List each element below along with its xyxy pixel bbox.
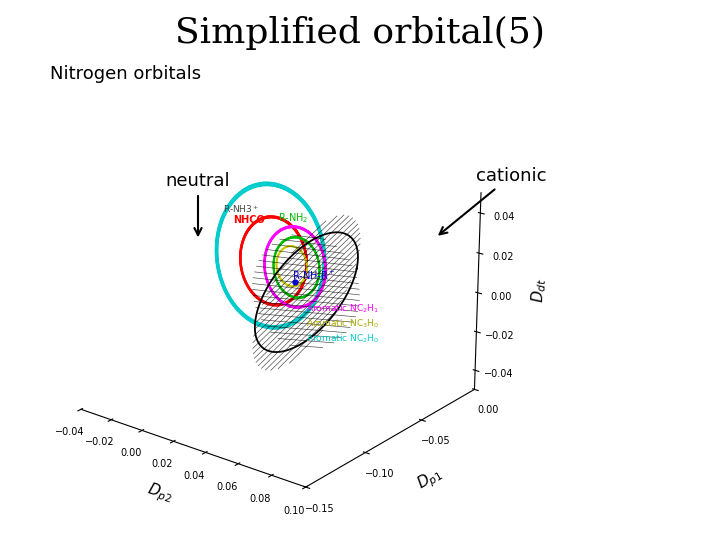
Text: Simplified orbital(5): Simplified orbital(5)	[175, 16, 545, 50]
Text: neutral: neutral	[166, 172, 230, 235]
X-axis label: $D_{p2}$: $D_{p2}$	[145, 480, 176, 508]
Y-axis label: $D_{p1}$: $D_{p1}$	[414, 464, 447, 495]
Text: cationic: cationic	[439, 167, 546, 234]
Text: Nitrogen orbitals: Nitrogen orbitals	[50, 65, 202, 83]
